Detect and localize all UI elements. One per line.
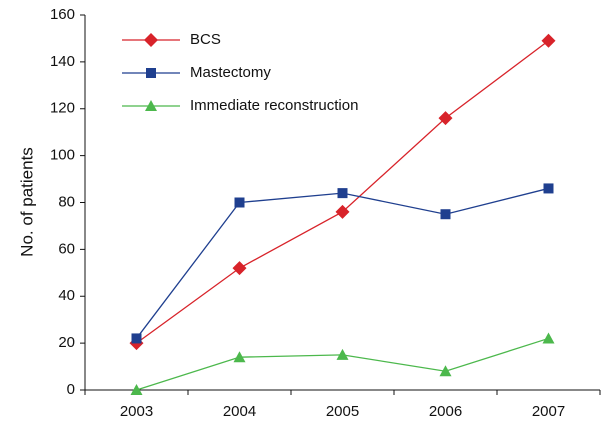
y-tick-label: 140 — [50, 53, 75, 70]
legend-marker — [146, 68, 156, 78]
data-point — [440, 209, 451, 220]
data-point — [233, 351, 246, 363]
y-axis-label: No. of patients — [17, 147, 36, 257]
data-point — [543, 183, 554, 194]
data-point — [232, 261, 247, 276]
y-tick-label: 40 — [58, 287, 75, 304]
data-point — [438, 111, 453, 126]
legend-label: Mastectomy — [190, 64, 271, 81]
data-point — [541, 33, 556, 48]
data-point — [336, 348, 349, 360]
series-line — [136, 337, 549, 391]
data-point — [439, 365, 452, 377]
y-tick-label: 120 — [50, 100, 75, 117]
y-tick-label: 160 — [50, 6, 75, 23]
legend-marker — [144, 33, 158, 47]
y-tick-label: 20 — [58, 334, 75, 351]
data-point — [335, 204, 350, 219]
x-tick-label: 2004 — [223, 403, 256, 420]
legend-label: BCS — [190, 31, 221, 48]
data-point — [130, 384, 143, 395]
y-tick-label: 0 — [67, 381, 75, 398]
y-tick-label: 100 — [50, 147, 75, 164]
x-tick-label: 2007 — [532, 403, 565, 420]
data-point — [131, 333, 142, 344]
legend-label: Immediate reconstruction — [190, 97, 358, 114]
data-point — [337, 188, 348, 199]
x-tick-label: 2003 — [120, 403, 153, 420]
y-tick-label: 80 — [58, 193, 75, 210]
data-point — [234, 197, 245, 208]
legend-marker — [145, 100, 157, 111]
y-tick-label: 60 — [58, 240, 75, 257]
data-point — [542, 332, 555, 344]
x-tick-label: 2006 — [429, 403, 462, 420]
x-tick-label: 2005 — [326, 403, 359, 420]
